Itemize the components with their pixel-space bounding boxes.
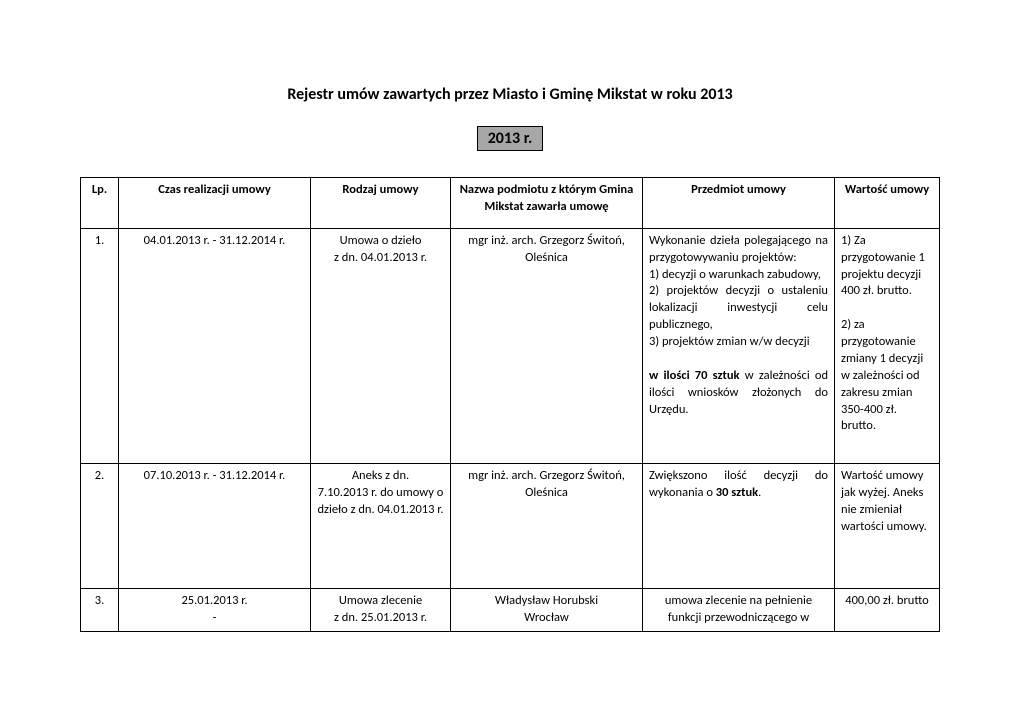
cell-przedmiot-bold: w ilości 70 sztuk: [649, 368, 740, 383]
cell-przedmiot-text: 3) projektów zmian w/w decyzji: [649, 334, 810, 349]
col-nazwa: Nazwa podmiotu z którym Gmina Mikstat za…: [451, 178, 643, 229]
year-badge: 2013 r.: [477, 126, 544, 151]
cell-przedmiot-text: 2) projektów decyzji o ustaleniu lokaliz…: [649, 283, 828, 332]
cell-rodzaj-line: Aneks z dn.: [352, 468, 409, 483]
cell-przedmiot-bold: 30 sztuk: [716, 485, 758, 500]
cell-rodzaj-line: Umowa zlecenie: [339, 593, 422, 608]
cell-czas: 04.01.2013 r. - 31.12.2014 r.: [119, 228, 311, 464]
cell-wartosc-text: 1) Za przygotowanie 1 projektu decyzji 4…: [841, 233, 925, 299]
cell-wartosc: 1) Za przygotowanie 1 projektu decyzji 4…: [835, 228, 940, 464]
table-row: 1. 04.01.2013 r. - 31.12.2014 r. Umowa o…: [81, 228, 940, 464]
cell-przedmiot-text: 1) decyzji o warunkach zabudowy,: [649, 267, 821, 282]
cell-nazwa-line: Oleśnica: [525, 250, 568, 265]
cell-nazwa: mgr inż. arch. Grzegorz Świtoń, Oleśnica: [451, 228, 643, 464]
cell-nazwa-line: Oleśnica: [525, 485, 568, 500]
cell-lp: 3.: [81, 588, 119, 631]
cell-nazwa-line: Wrocław: [524, 610, 569, 625]
col-lp: Lp.: [81, 178, 119, 229]
cell-rodzaj: Aneks z dn. 7.10.2013 r. do umowy o dzie…: [311, 464, 451, 589]
cell-wartosc-text: 2) za przygotowanie zmiany 1 decyzji w z…: [841, 317, 923, 433]
table-row: 2. 07.10.2013 r. - 31.12.2014 r. Aneks z…: [81, 464, 940, 589]
cell-nazwa: mgr inż. arch. Grzegorz Świtoń, Oleśnica: [451, 464, 643, 589]
cell-lp: 1.: [81, 228, 119, 464]
cell-rodzaj-line: z dn. 04.01.2013 r.: [334, 250, 427, 265]
col-rodzaj: Rodzaj umowy: [311, 178, 451, 229]
cell-przedmiot: umowa zlecenie na pełnienie funkcji prze…: [643, 588, 835, 631]
document-title: Rejestr umów zawartych przez Miasto i Gm…: [80, 85, 940, 104]
cell-nazwa-line: Władysław Horubski: [495, 593, 598, 608]
cell-rodzaj: Umowa o dzieło z dn. 04.01.2013 r.: [311, 228, 451, 464]
col-przedmiot: Przedmiot umowy: [643, 178, 835, 229]
cell-czas: 25.01.2013 r. -: [119, 588, 311, 631]
contracts-table: Lp. Czas realizacji umowy Rodzaj umowy N…: [80, 177, 940, 632]
cell-nazwa-line: mgr inż. arch. Grzegorz Świtoń,: [468, 468, 625, 483]
col-wartosc: Wartość umowy: [835, 178, 940, 229]
cell-nazwa: Władysław Horubski Wrocław: [451, 588, 643, 631]
cell-rodzaj-line: 7.10.2013 r. do umowy o dzieło z dn. 04.…: [317, 485, 443, 517]
cell-wartosc: 400,00 zł. brutto: [835, 588, 940, 631]
cell-czas-line: 25.01.2013 r.: [181, 593, 247, 608]
cell-wartosc-text: Wartość umowy jak wyżej. Aneks nie zmien…: [841, 468, 927, 534]
cell-lp: 2.: [81, 464, 119, 589]
cell-przedmiot: Zwiększono ilość decyzji do wykonania o …: [643, 464, 835, 589]
cell-rodzaj-line: Umowa o dzieło: [340, 233, 422, 248]
cell-wartosc-text: 400,00 zł. brutto: [845, 593, 929, 608]
cell-nazwa-line: mgr inż. arch. Grzegorz Świtoń,: [468, 233, 625, 248]
cell-rodzaj-line: z dn. 25.01.2013 r.: [334, 610, 427, 625]
year-badge-row: 2013 r.: [80, 126, 940, 151]
cell-przedmiot-text: Wykonanie dzieła polegającego na przygot…: [649, 233, 828, 265]
cell-przedmiot-text: umowa zlecenie na pełnienie funkcji prze…: [665, 593, 812, 625]
cell-przedmiot-text: .: [758, 485, 761, 500]
cell-przedmiot: Wykonanie dzieła polegającego na przygot…: [643, 228, 835, 464]
document-page: Rejestr umów zawartych przez Miasto i Gm…: [0, 0, 1020, 721]
cell-wartosc: Wartość umowy jak wyżej. Aneks nie zmien…: [835, 464, 940, 589]
cell-czas-line: -: [213, 610, 217, 625]
table-row: 3. 25.01.2013 r. - Umowa zlecenie z dn. …: [81, 588, 940, 631]
table-header-row: Lp. Czas realizacji umowy Rodzaj umowy N…: [81, 178, 940, 229]
col-czas: Czas realizacji umowy: [119, 178, 311, 229]
cell-czas: 07.10.2013 r. - 31.12.2014 r.: [119, 464, 311, 589]
cell-rodzaj: Umowa zlecenie z dn. 25.01.2013 r.: [311, 588, 451, 631]
